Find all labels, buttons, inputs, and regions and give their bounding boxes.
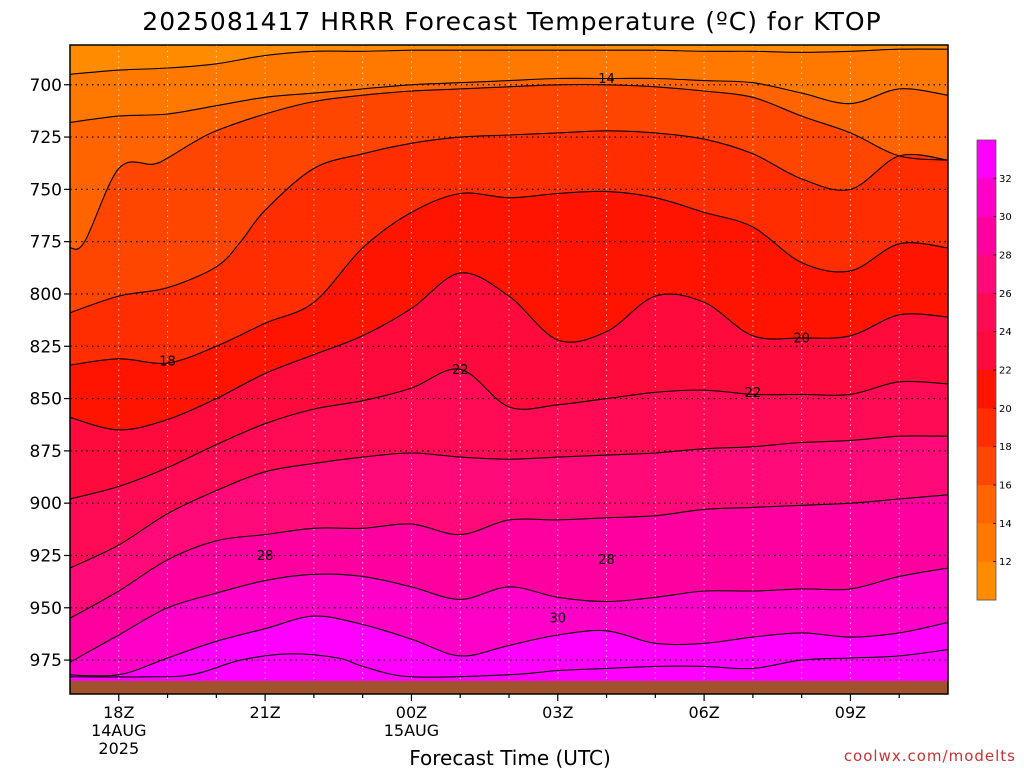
contour-12 <box>70 48 948 75</box>
colorbar-swatch-16 <box>977 446 996 486</box>
contour-28 <box>70 494 948 619</box>
y-tick-label: 950 <box>30 599 62 619</box>
contour-20 <box>70 190 948 366</box>
contour-30 <box>70 567 948 663</box>
contour-18 <box>70 130 948 314</box>
contour-26 <box>70 435 948 569</box>
y-tick-label: 825 <box>30 337 62 357</box>
contour-label: 22 <box>452 363 469 378</box>
colorbar-swatch-24 <box>977 293 996 333</box>
colorbar-swatch-12 <box>977 523 996 563</box>
temp-band-32-34 <box>70 616 948 681</box>
colorbar-tick-label: 20 <box>999 404 1012 415</box>
contour-label: 20 <box>793 331 810 346</box>
y-tick-label: 900 <box>30 494 62 514</box>
contour-label: 18 <box>159 354 176 369</box>
y-tick-label: 875 <box>30 442 62 462</box>
y-tick-label: 800 <box>30 285 62 305</box>
y-axis: 700 725 750 775 800 825 850 875 900 925 950 975 <box>30 76 70 671</box>
contour-label: 30 <box>550 612 567 627</box>
contour-14 <box>70 77 948 123</box>
x-tick-label: 18Z <box>103 703 134 722</box>
y-tick-label: 750 <box>30 180 62 200</box>
y-tick-label: 700 <box>30 76 62 96</box>
temperature-fill-layer <box>70 45 948 681</box>
colorbar-tick-label: 16 <box>999 481 1012 492</box>
contour-16 <box>70 83 948 250</box>
colorbar-swatch-32 <box>977 140 996 179</box>
colorbar: 12 14 16 18 20 22 24 26 28 30 32 <box>976 139 1012 601</box>
ground-surface <box>70 681 948 694</box>
contour-32 <box>70 615 948 677</box>
colorbar-tick-label: 12 <box>999 557 1012 568</box>
colorbar-tick-label: 28 <box>999 251 1012 262</box>
colorbar-swatch-20 <box>977 370 996 409</box>
chart-title: 2025081417 HRRR Forecast Temperature (ºC… <box>142 7 881 36</box>
contour-label: 28 <box>257 549 274 564</box>
contour-label: 28 <box>598 553 615 568</box>
x-tick-label: 09Z <box>835 703 866 722</box>
colorbar-swatch-30 <box>977 178 996 218</box>
colorbar-swatch-22 <box>977 331 996 371</box>
y-tick-label: 725 <box>30 128 62 148</box>
contour-24 <box>70 368 948 500</box>
contour-label: 14 <box>598 72 615 87</box>
colorbar-tick-label: 32 <box>999 174 1012 185</box>
colorbar-tick-label: 26 <box>999 289 1012 300</box>
y-tick-label: 775 <box>30 233 62 253</box>
y-tick-label: 925 <box>30 546 62 566</box>
colorbar-tick-label: 22 <box>999 366 1012 377</box>
credit-text: coolwx.com/modelts <box>844 747 1016 765</box>
contour-22 <box>70 272 948 431</box>
x-tick-date-label: 15AUG <box>384 721 439 740</box>
x-tick-label: 03Z <box>542 703 573 722</box>
colorbar-tick-label: 30 <box>999 212 1012 223</box>
x-tick-label: 00Z <box>396 703 427 722</box>
colorbar-swatch-14 <box>977 485 996 524</box>
x-tick-label: 21Z <box>249 703 280 722</box>
x-tick-date-label: 14AUG <box>91 721 146 740</box>
colorbar-swatch-28 <box>977 216 996 256</box>
x-tick-year-label: 2025 <box>98 739 139 758</box>
colorbar-swatch-18 <box>977 408 996 448</box>
contour-34 <box>70 649 948 678</box>
contour-labels: 14 18 20 22 22 28 28 30 <box>159 72 810 627</box>
colorbar-tick-label: 14 <box>999 519 1012 530</box>
colorbar-swatch-10 <box>977 561 996 601</box>
x-axis-label: Forecast Time (UTC) <box>409 746 611 768</box>
colorbar-tick-label: 24 <box>999 327 1012 338</box>
y-tick-label: 850 <box>30 390 62 410</box>
y-tick-label: 975 <box>30 651 62 671</box>
x-tick-label: 06Z <box>688 703 719 722</box>
colorbar-swatch-26 <box>977 255 996 294</box>
contour-lines <box>70 48 948 678</box>
colorbar-tick-label: 18 <box>999 442 1012 453</box>
contour-label: 22 <box>745 386 762 401</box>
